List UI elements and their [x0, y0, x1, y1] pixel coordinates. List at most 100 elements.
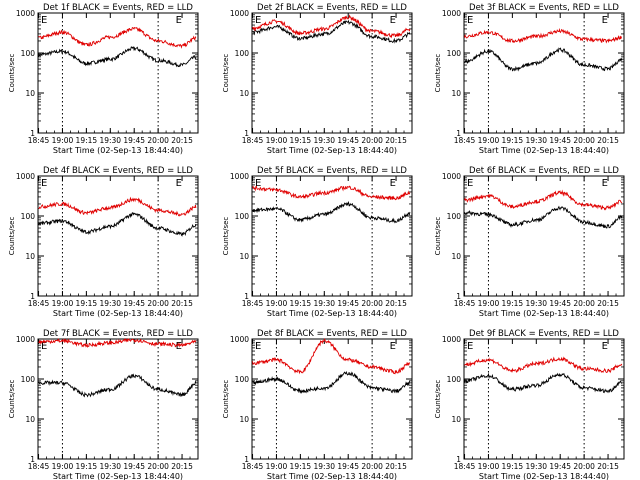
- x-tick-label: 20:15: [171, 299, 193, 308]
- y-axis-label: Counts/sec: [8, 380, 16, 419]
- x-tick-label: 19:45: [123, 299, 145, 308]
- y-tick-label: 1: [30, 292, 35, 301]
- x-tick-label: 18:45: [28, 462, 50, 471]
- x-tick-label: 19:00: [52, 136, 74, 145]
- x-tick-label: 20:00: [361, 136, 383, 145]
- x-tick-label: 18:45: [28, 136, 50, 145]
- y-tick-label: 10: [451, 89, 461, 98]
- event-marker: E: [41, 178, 47, 189]
- panel-3: Det 3f BLACK = Events, RED = LLD 1 10 100 10…: [434, 3, 625, 155]
- event-marker: E: [390, 178, 396, 189]
- x-tick-label: 19:15: [502, 136, 524, 145]
- x-tick-label: 19:30: [99, 299, 121, 308]
- x-tick-label: 19:45: [337, 462, 359, 471]
- x-tick-label: 19:30: [525, 462, 547, 471]
- y-tick-label: 10: [239, 252, 249, 261]
- x-tick-label: 19:30: [99, 136, 121, 145]
- series-line-lld: [252, 337, 410, 375]
- x-tick-label: 20:00: [361, 462, 383, 471]
- panel-title: Det 7f BLACK = Events, RED = LLD: [43, 329, 193, 339]
- x-tick-label: 19:00: [266, 136, 288, 145]
- y-tick-label: 100: [21, 212, 36, 221]
- x-tick-label: 19:00: [478, 299, 500, 308]
- y-tick-label: 100: [235, 212, 250, 221]
- x-tick-label: 18:45: [454, 136, 476, 145]
- y-tick-label: 1000: [442, 9, 461, 18]
- x-tick-label: 19:15: [290, 462, 312, 471]
- y-axis-label: Counts/sec: [222, 54, 230, 93]
- y-tick-label: 1: [244, 292, 249, 301]
- x-tick-label: 19:00: [478, 462, 500, 471]
- x-axis-label: Start Time (02-Sep-13 18:44:40): [267, 309, 397, 318]
- panel-7: Det 7f BLACK = Events, RED = LLD 1 10 100 10…: [8, 329, 199, 480]
- series-line-lld: [38, 337, 197, 348]
- x-tick-label: 20:15: [171, 136, 193, 145]
- y-tick-label: 100: [235, 375, 250, 384]
- y-tick-label: 10: [451, 252, 461, 261]
- x-tick-label: 19:45: [337, 299, 359, 308]
- x-tick-label: 20:00: [147, 299, 169, 308]
- y-tick-label: 10: [239, 89, 249, 98]
- x-tick-label: 20:00: [147, 136, 169, 145]
- y-tick-label: 1000: [442, 172, 461, 181]
- event-marker: E: [467, 341, 473, 352]
- series-line-lld: [464, 27, 622, 44]
- series-line-lld: [252, 14, 411, 39]
- y-tick-label: 100: [447, 49, 462, 58]
- x-tick-label: 19:15: [76, 299, 98, 308]
- x-tick-label: 19:30: [525, 299, 547, 308]
- y-axis-label: Counts/sec: [222, 380, 230, 419]
- y-tick-label: 100: [447, 212, 462, 221]
- series-line-events: [464, 47, 623, 72]
- x-tick-label: 18:45: [454, 462, 476, 471]
- y-tick-label: 1000: [230, 335, 249, 344]
- panel-title: Det 5f BLACK = Events, RED = LLD: [257, 166, 407, 176]
- y-tick-label: 1: [244, 455, 249, 464]
- y-tick-label: 100: [21, 375, 36, 384]
- event-marker: E: [602, 341, 608, 352]
- panel-title: Det 6f BLACK = Events, RED = LLD: [469, 166, 619, 176]
- panel-title: Det 3f BLACK = Events, RED = LLD: [469, 3, 619, 13]
- x-tick-label: 19:45: [549, 462, 571, 471]
- event-marker: E: [467, 178, 473, 189]
- x-tick-label: 20:15: [171, 462, 193, 471]
- x-tick-label: 19:15: [76, 136, 98, 145]
- x-tick-label: 19:15: [290, 136, 312, 145]
- x-tick-label: 20:15: [597, 136, 619, 145]
- panel-title: Det 4f BLACK = Events, RED = LLD: [43, 166, 193, 176]
- x-tick-label: 18:45: [454, 299, 476, 308]
- x-axis-label: Start Time (02-Sep-13 18:44:40): [53, 146, 183, 155]
- panel-9: Det 9f BLACK = Events, RED = LLD 1 10 100 10…: [434, 329, 625, 480]
- x-tick-label: 18:45: [242, 299, 264, 308]
- event-marker: E: [255, 341, 261, 352]
- x-tick-label: 19:15: [290, 299, 312, 308]
- series-line-events: [464, 205, 623, 229]
- x-tick-label: 19:45: [337, 136, 359, 145]
- x-tick-label: 18:45: [242, 136, 264, 145]
- x-tick-label: 20:00: [573, 136, 595, 145]
- series-line-events: [464, 372, 623, 394]
- x-tick-label: 18:45: [28, 299, 50, 308]
- x-tick-label: 19:00: [266, 462, 288, 471]
- y-tick-label: 100: [447, 375, 462, 384]
- x-tick-label: 19:30: [313, 299, 335, 308]
- x-axis-label: Start Time (02-Sep-13 18:44:40): [479, 146, 609, 155]
- series-line-lld: [464, 356, 623, 374]
- x-tick-label: 19:00: [478, 136, 500, 145]
- panel-8: Det 8f BLACK = Events, RED = LLD 1 10 100 10…: [222, 329, 413, 480]
- y-tick-label: 1: [244, 129, 249, 138]
- x-tick-label: 20:00: [147, 462, 169, 471]
- event-marker: E: [176, 341, 182, 352]
- y-tick-label: 1: [30, 455, 35, 464]
- series-line-lld: [464, 189, 623, 211]
- x-tick-label: 19:15: [502, 299, 524, 308]
- y-tick-label: 1000: [230, 172, 249, 181]
- y-tick-label: 1: [456, 129, 461, 138]
- x-tick-label: 20:00: [361, 299, 383, 308]
- x-tick-label: 19:45: [549, 299, 571, 308]
- series-line-events: [38, 373, 197, 398]
- y-axis-label: Counts/sec: [222, 217, 230, 256]
- x-tick-label: 20:15: [597, 462, 619, 471]
- y-tick-label: 100: [21, 49, 36, 58]
